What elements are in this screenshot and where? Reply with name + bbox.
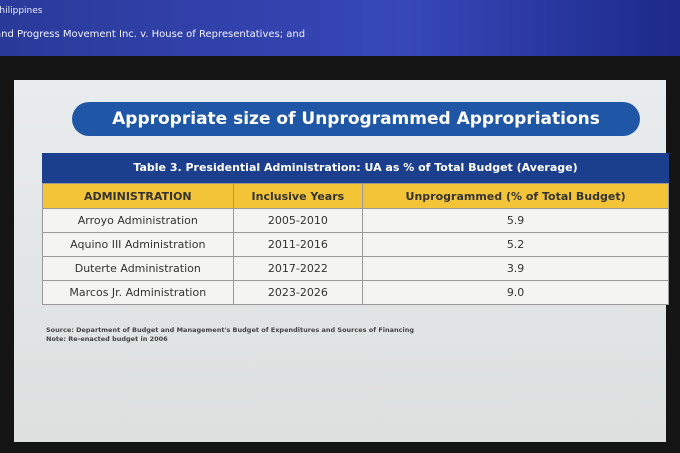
table-cell: Marcos Jr. Administration — [42, 280, 234, 305]
column-header: Inclusive Years — [232, 183, 364, 209]
table-cell: 2023-2026 — [232, 280, 364, 305]
slide-title: Appropriate size of Unprogrammed Appropr… — [72, 102, 640, 136]
source-note: Source: Department of Budget and Managem… — [46, 326, 414, 334]
table-row: Arroyo Administration 2005-2010 5.9 — [42, 208, 669, 233]
table-row: Aquino III Administration 2011-2016 5.2 — [42, 232, 669, 257]
table-row: Duterte Administration 2017-2022 3.9 — [42, 256, 669, 281]
breadcrumb: Philippines — [0, 6, 43, 16]
table-cell: Aquino III Administration — [42, 232, 234, 257]
table-cell: 2011-2016 — [232, 232, 364, 257]
footnote: Note: Re-enacted budget in 2006 — [46, 335, 168, 343]
table-cell: 3.9 — [362, 256, 669, 281]
table-cell: Arroyo Administration — [42, 208, 234, 233]
case-title: and Progress Movement Inc. v. House of R… — [0, 29, 306, 40]
slide: Appropriate size of Unprogrammed Appropr… — [14, 80, 669, 442]
table-cell: 2005-2010 — [232, 208, 364, 233]
browser-header: Philippines and Progress Movement Inc. v… — [0, 0, 680, 56]
table-cell: 9.0 — [362, 280, 669, 305]
data-table: Table 3. Presidential Administration: UA… — [42, 153, 669, 305]
column-header: ADMINISTRATION — [42, 183, 234, 209]
table-cell: 2017-2022 — [232, 256, 364, 281]
column-header: Unprogrammed (% of Total Budget) — [362, 183, 669, 209]
table-cell: Duterte Administration — [42, 256, 234, 281]
table-row: Marcos Jr. Administration 2023-2026 9.0 — [42, 280, 669, 305]
table-cell: 5.2 — [362, 232, 669, 257]
table-cell: 5.9 — [362, 208, 669, 233]
table-caption: Table 3. Presidential Administration: UA… — [42, 153, 669, 183]
